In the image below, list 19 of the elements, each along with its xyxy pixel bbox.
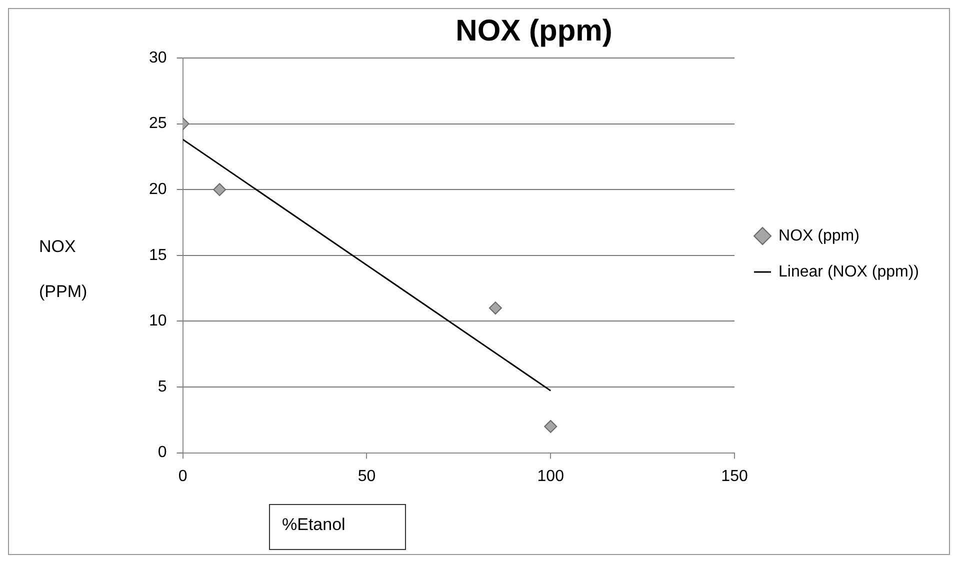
x-tick-label: 150 xyxy=(721,468,748,485)
legend-label: NOX (ppm) xyxy=(778,227,860,244)
x-axis-title: %Etanol xyxy=(269,504,406,550)
y-tick-label: 15 xyxy=(149,246,167,264)
y-tick-label: 25 xyxy=(149,115,167,132)
x-tick-label: 0 xyxy=(178,468,188,485)
y-tick-label: 0 xyxy=(158,444,167,462)
chart-title: NOX (ppm) xyxy=(456,14,612,48)
legend-label: Linear (NOX (ppm)) xyxy=(778,263,920,280)
point xyxy=(544,420,558,433)
text: NOX (PPM) xyxy=(39,237,88,301)
x-tick-label: 100 xyxy=(537,468,564,485)
point xyxy=(488,302,502,315)
point xyxy=(213,183,226,196)
y-tick-label: 20 xyxy=(149,181,167,198)
y-tick-label: 5 xyxy=(158,378,167,396)
y-tick-label: 30 xyxy=(149,49,167,66)
y-tick-label: 10 xyxy=(149,312,167,330)
x-tick-label: 50 xyxy=(358,468,376,485)
